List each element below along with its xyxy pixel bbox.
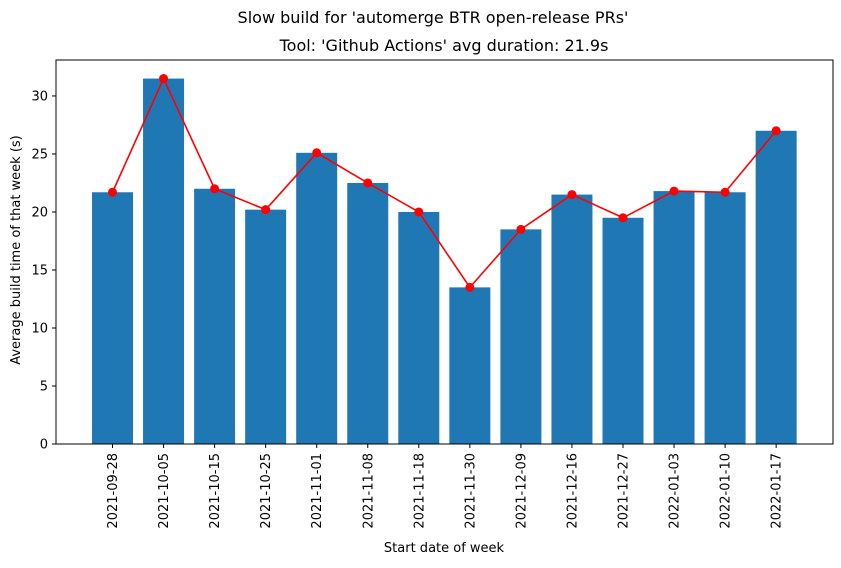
x-tick-label: 2021-12-27 xyxy=(617,453,632,529)
bar-2021-11-01 xyxy=(296,152,338,444)
x-axis-label: Start date of week xyxy=(384,541,505,556)
x-tick-label: 2021-10-05 xyxy=(157,453,172,529)
line-point-2021-10-25 xyxy=(261,205,271,215)
line-point-2021-11-01 xyxy=(312,148,322,158)
y-tick-label: 10 xyxy=(31,321,48,336)
y-tick-label: 5 xyxy=(40,379,48,394)
x-tick-label: 2021-09-28 xyxy=(106,453,121,529)
plot-frame xyxy=(55,59,834,445)
bar-2021-10-05 xyxy=(143,78,185,444)
line-point-2022-01-03 xyxy=(669,186,679,196)
axes-group: 0 5 10 15 20 25 30 2021-09-28 2021-10-05 2021-10-… xyxy=(31,59,834,529)
x-tick-label: 2022-01-03 xyxy=(668,453,683,529)
x-tick-label: 2021-10-25 xyxy=(259,453,274,529)
line-point-2021-11-30 xyxy=(465,282,475,292)
y-tick-label: 15 xyxy=(31,263,48,278)
x-tick-label: 2021-12-09 xyxy=(514,453,529,529)
x-tick-label: 2021-11-08 xyxy=(361,453,376,529)
bar-2022-01-10 xyxy=(704,192,746,444)
y-axis-label: Average build time of that week (s) xyxy=(9,135,24,365)
bar-2021-12-16 xyxy=(551,194,593,444)
bars-group xyxy=(92,78,797,444)
x-tick-label: 2021-11-18 xyxy=(412,453,427,529)
bar-2021-10-15 xyxy=(194,188,236,444)
chart-suptitle: Slow build for 'automerge BTR open-relea… xyxy=(238,8,629,27)
bar-2021-12-27 xyxy=(602,217,644,444)
line-point-2021-11-08 xyxy=(363,178,373,188)
chart-title: Tool: 'Github Actions' avg duration: 21.… xyxy=(279,36,609,55)
bar-2021-10-25 xyxy=(245,209,287,444)
x-tick-label: 2021-10-15 xyxy=(208,453,223,529)
line-point-2021-12-09 xyxy=(516,224,526,234)
line-point-2021-10-15 xyxy=(210,184,220,194)
y-tick-label: 20 xyxy=(31,205,48,220)
y-tick-label: 0 xyxy=(40,438,48,453)
y-tick-label: 25 xyxy=(31,147,48,162)
series-line xyxy=(111,76,777,289)
x-tick-label: 2021-11-30 xyxy=(463,453,478,529)
bar-2022-01-03 xyxy=(653,191,695,444)
x-tick-label: 2022-01-17 xyxy=(770,453,785,529)
x-tick-label: 2022-01-10 xyxy=(719,453,734,529)
y-tick-label: 30 xyxy=(31,89,48,104)
line-point-2021-11-18 xyxy=(414,207,424,217)
line-point-2021-12-16 xyxy=(567,190,577,200)
line-point-2021-10-05 xyxy=(159,74,169,84)
bar-2021-11-08 xyxy=(347,182,389,444)
line-point-2021-09-28 xyxy=(108,187,117,197)
bar-2021-09-28 xyxy=(92,192,133,444)
line-point-2022-01-17 xyxy=(771,126,781,136)
x-tick-label: 2021-12-16 xyxy=(565,453,580,529)
line-point-2022-01-10 xyxy=(720,187,730,197)
x-tick-label: 2021-11-01 xyxy=(310,453,325,529)
line-point-2021-12-27 xyxy=(618,213,628,223)
bar-2022-01-17 xyxy=(755,130,797,444)
bar-2021-11-30 xyxy=(449,287,491,444)
bar-2021-12-09 xyxy=(500,229,542,444)
line-group xyxy=(108,74,781,292)
bar-2021-11-18 xyxy=(398,211,440,444)
